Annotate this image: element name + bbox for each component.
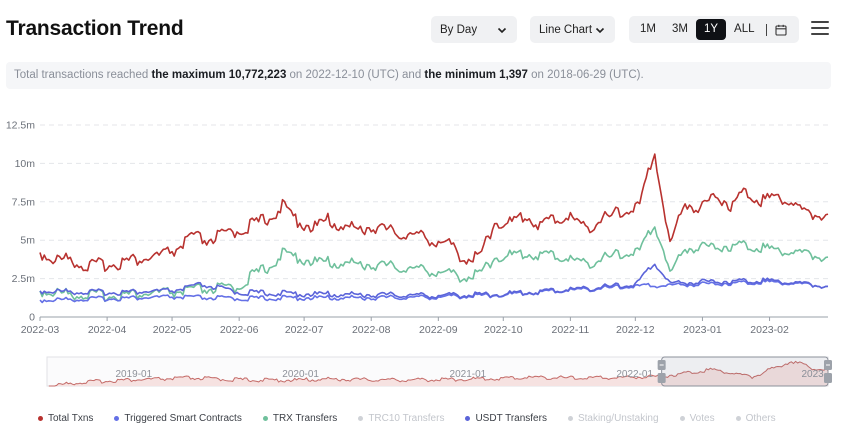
legend-dot (735, 416, 741, 421)
x-tick-label: 2022-04 (88, 324, 127, 336)
legend-label: Total Txns (48, 413, 94, 424)
series-line-total-txns (39, 153, 829, 272)
y-tick-label: 10m (15, 158, 36, 170)
hamburger-menu-icon[interactable] (811, 21, 829, 37)
legend-dot (38, 416, 43, 421)
overview-tick-label: 2021-01 (450, 369, 487, 380)
overview-tick-label: 2020-01 (282, 369, 319, 380)
overview-tick-label: 2019-01 (115, 369, 152, 380)
legend-item-staking-unstaking[interactable]: Staking/Unstaking (567, 413, 659, 424)
zoom-handle-left-bottom[interactable] (657, 373, 666, 383)
chart-legend: Total Txns Triggered Smart Contracts TRX T… (38, 413, 797, 424)
legend-dot (679, 416, 685, 421)
series-line-trx-transfers (39, 226, 829, 303)
legend-label: Triggered Smart Contracts (124, 413, 242, 424)
legend-item-triggered-smart-contracts[interactable]: Triggered Smart Contracts (114, 413, 242, 424)
summary-bar: Total transactions reached the maximum 1… (6, 62, 831, 89)
overview-tick-label: 2022-01 (616, 369, 653, 380)
legend-item-total-txns[interactable]: Total Txns (38, 413, 93, 424)
x-tick-label: 2022-06 (220, 324, 259, 336)
transaction-trend-chart[interactable]: 0 2.5m 5m 7.5m 10m 12.5m 2022-03 2022-04 2022-05… (0, 110, 850, 400)
period-select-value: By Day (440, 23, 478, 36)
summary-min-date: on 2018-06-29 (UTC). (527, 69, 644, 81)
calendar-icon (774, 24, 787, 36)
x-tick-label: 2022-05 (153, 324, 192, 336)
legend-item-trc10-transfers[interactable]: TRC10 Transfers (358, 413, 444, 424)
legend-label: Staking/Unstaking (577, 413, 659, 424)
legend-label: USDT Transfers (475, 413, 547, 424)
legend-item-votes[interactable]: Votes (679, 413, 715, 424)
page-title: Transaction Trend (6, 17, 184, 40)
period-select[interactable]: By Day (431, 16, 517, 43)
chevron-down-icon (595, 27, 605, 33)
y-tick-label: 7.5m (12, 196, 36, 208)
data-zoom-line (48, 360, 829, 387)
legend-item-others[interactable]: Others (735, 413, 776, 424)
x-tick-label: 2022-12 (616, 324, 655, 336)
legend-dot (114, 416, 120, 421)
range-1m-button[interactable]: 1M (640, 23, 656, 35)
time-range-selector: 1M 3M 1Y ALL (629, 16, 799, 43)
x-tick-label: 2022-10 (484, 324, 523, 336)
legend-dot (262, 416, 268, 421)
x-tick-label: 2022-07 (285, 324, 324, 336)
x-tick-label: 2022-08 (352, 324, 391, 336)
y-tick-label: 0 (29, 312, 35, 324)
overview-tick-label: 2023- (801, 369, 827, 380)
series-line-triggered-smart-contracts (39, 279, 829, 304)
x-tick-label: 2022-11 (552, 324, 590, 336)
zoom-handle-right-bottom[interactable] (824, 373, 832, 383)
series-line-usdt-transfers (39, 263, 829, 300)
range-3m-button[interactable]: 3M (671, 23, 688, 35)
x-tick-label: 2022-03 (21, 324, 60, 336)
range-all-button[interactable]: ALL (734, 23, 755, 35)
legend-label: Others (745, 413, 776, 424)
x-tick-label: 2022-09 (419, 324, 458, 336)
legend-dot (465, 416, 471, 421)
summary-prefix: Total transactions reached (14, 69, 152, 81)
chart-type-select-value: Line Chart (539, 23, 593, 36)
legend-dot (567, 416, 573, 421)
range-divider (765, 23, 767, 36)
chart-type-select[interactable]: Line Chart (530, 16, 615, 43)
y-tick-label: 5m (20, 235, 35, 247)
y-tick-label: 12.5m (6, 120, 35, 132)
legend-label: TRX Transfers (272, 413, 338, 424)
legend-label: TRC10 Transfers (368, 413, 445, 424)
summary-max-date: on 2022-12-10 (UTC) and (286, 69, 425, 81)
chevron-down-icon (497, 27, 507, 33)
x-tick-label: 2023-02 (750, 324, 789, 336)
x-tick-label: 2023-01 (683, 324, 722, 336)
summary-max: the maximum 10,772,223 (151, 69, 287, 81)
legend-label: Votes (689, 413, 715, 424)
data-zoom-selection (661, 356, 829, 387)
calendar-button[interactable] (770, 19, 792, 40)
legend-item-trx-transfers[interactable]: TRX Transfers (262, 413, 338, 424)
legend-item-usdt-transfers[interactable]: USDT Transfers (465, 413, 547, 424)
summary-min: the minimum 1,397 (424, 69, 528, 81)
y-tick-label: 2.5m (12, 273, 36, 285)
legend-dot (358, 416, 364, 421)
range-1y-button[interactable]: 1Y (695, 19, 727, 40)
